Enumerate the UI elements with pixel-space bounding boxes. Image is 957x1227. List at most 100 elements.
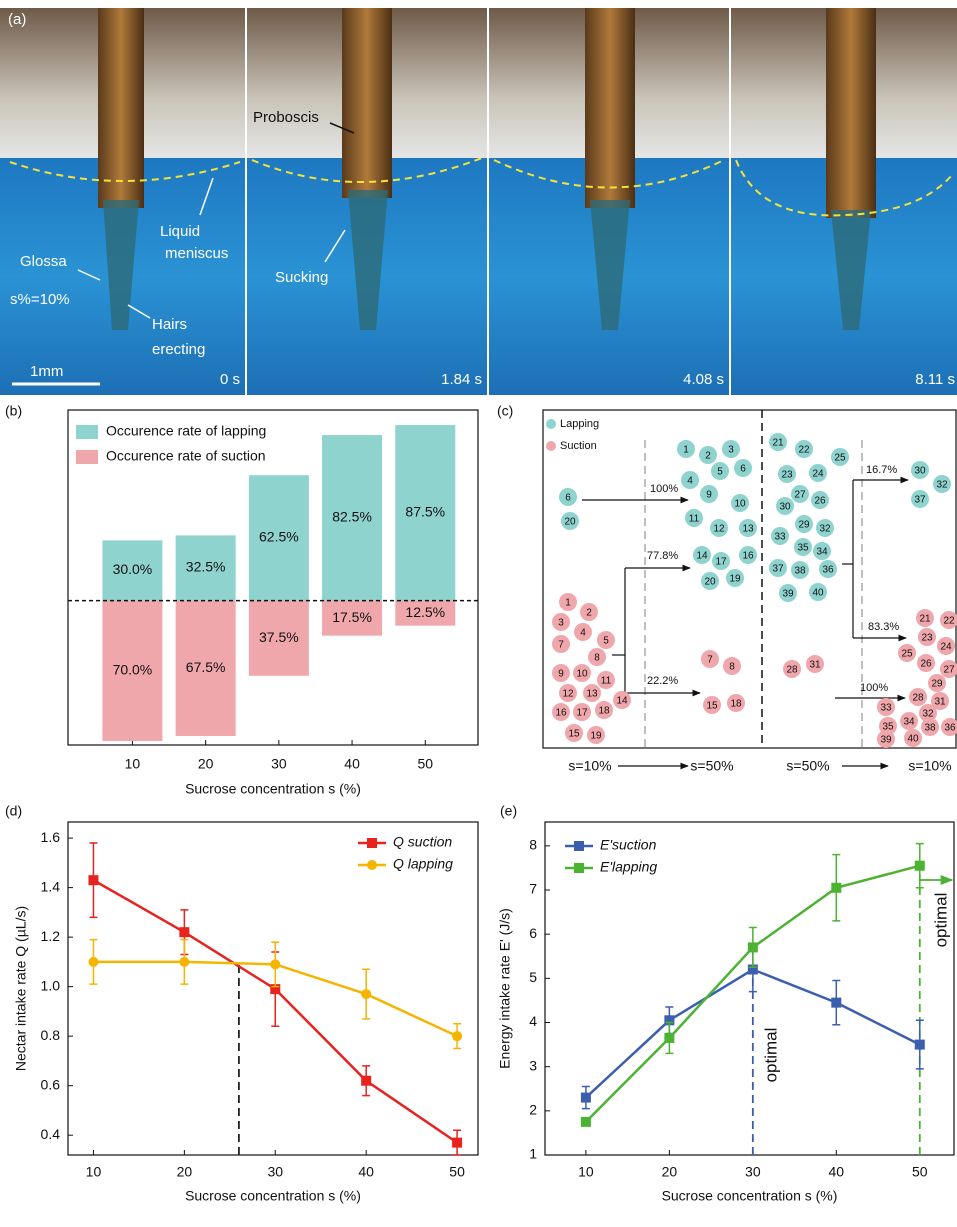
node	[597, 671, 615, 689]
bar	[322, 600, 383, 636]
node	[771, 527, 789, 545]
photo-frame	[247, 8, 487, 395]
marker	[664, 1015, 675, 1026]
time-label: 0 s	[220, 371, 240, 388]
node	[723, 657, 741, 675]
node-label: 13	[742, 524, 754, 535]
panel-label: (c)	[497, 403, 513, 419]
node-label: 19	[590, 731, 602, 742]
y-tick-label: 0.6	[41, 1076, 61, 1092]
value-label: 37.5%	[259, 629, 299, 645]
node	[795, 440, 813, 458]
node-label: 32	[819, 524, 831, 535]
node	[909, 688, 927, 706]
legend-swatch	[76, 450, 98, 464]
node-label: 28	[786, 665, 798, 676]
x-axis-title: Sucrose concentration s (%)	[662, 1188, 838, 1204]
bar	[395, 600, 456, 626]
x-tick-label: 10	[125, 756, 141, 772]
node-label: 32	[922, 709, 934, 720]
bar	[102, 540, 163, 601]
x-axis-title: Sucrose concentration s (%)	[185, 781, 361, 797]
node	[552, 664, 570, 682]
y-tick-label: 4	[529, 1013, 537, 1029]
node-label: 4	[580, 628, 586, 639]
node-label: 31	[809, 660, 821, 671]
state-label: s=50%	[690, 758, 733, 774]
value-label: 32.5%	[186, 559, 226, 575]
node-label: 36	[944, 723, 956, 734]
bar	[248, 600, 309, 676]
node-label: 7	[558, 640, 564, 651]
node-label: 37	[772, 564, 784, 575]
node	[710, 519, 728, 537]
photo-label: s%=10%	[10, 291, 70, 308]
node-label: 9	[558, 669, 564, 680]
node	[917, 654, 935, 672]
scale-label: 1mm	[30, 363, 63, 380]
node-label: 23	[921, 633, 933, 644]
legend-marker	[367, 860, 377, 870]
node	[919, 704, 937, 722]
annotation: optimal	[931, 893, 950, 948]
y-tick-label: 6	[529, 925, 537, 941]
value-label: 12.5%	[405, 604, 445, 620]
arrow-label: 100%	[650, 483, 678, 495]
state-label: s=50%	[786, 758, 829, 774]
node	[712, 552, 730, 570]
node	[701, 572, 719, 590]
legend-label: E'lapping	[600, 859, 657, 875]
x-tick-label: 40	[829, 1164, 845, 1180]
legend-swatch	[76, 425, 98, 439]
value-label: 70.0%	[113, 661, 153, 677]
photo-label: Liquid	[160, 223, 200, 240]
marker	[747, 942, 758, 953]
x-tick-label: 50	[912, 1164, 928, 1180]
node	[552, 703, 570, 721]
node-label: 15	[706, 701, 718, 712]
node-label: 34	[816, 547, 828, 558]
node	[700, 485, 718, 503]
node	[583, 684, 601, 702]
node	[573, 703, 591, 721]
node-label: 12	[562, 689, 574, 700]
photo-frame	[0, 8, 245, 395]
x-tick-label: 20	[177, 1164, 193, 1180]
x-tick-label: 30	[271, 756, 287, 772]
node-label: 31	[934, 697, 946, 708]
line-chart: (e) 1 2 3 4 5 6 7 8 10 20 30 40 50 E'suction E'lapping o…	[497, 803, 955, 1204]
node	[816, 519, 834, 537]
marker	[179, 927, 190, 938]
node	[900, 712, 918, 730]
node	[813, 542, 831, 560]
bar	[175, 600, 236, 736]
node-label: 4	[687, 476, 693, 487]
marker	[580, 1092, 591, 1103]
node	[597, 631, 615, 649]
node	[722, 440, 740, 458]
node	[734, 459, 752, 477]
node	[559, 593, 577, 611]
node-label: 30	[914, 466, 926, 477]
bar	[175, 535, 236, 601]
node	[726, 569, 744, 587]
node	[904, 729, 922, 747]
node	[559, 684, 577, 702]
node-label: 10	[734, 499, 746, 510]
node-label: 27	[794, 490, 806, 501]
bar-chart: (b) 10 30.0% 70.0% 20 32.5% 67.5% 30 62.5% 37.5% 4…	[5, 403, 479, 797]
node-label: 40	[907, 734, 919, 745]
photo-label: erecting	[152, 341, 205, 358]
marker	[747, 964, 758, 975]
bar	[395, 425, 456, 601]
node	[806, 655, 824, 673]
value-label: 62.5%	[259, 529, 299, 545]
marker	[179, 956, 190, 967]
panel-label: (b)	[5, 403, 22, 419]
photo-label: Hairs	[152, 316, 187, 333]
y-tick-label: 3	[529, 1057, 537, 1073]
arrow-label: 16.7%	[866, 464, 897, 476]
photo-label: meniscus	[165, 245, 228, 262]
arrow-label: 83.3%	[868, 621, 899, 633]
node-label: 20	[564, 517, 576, 528]
